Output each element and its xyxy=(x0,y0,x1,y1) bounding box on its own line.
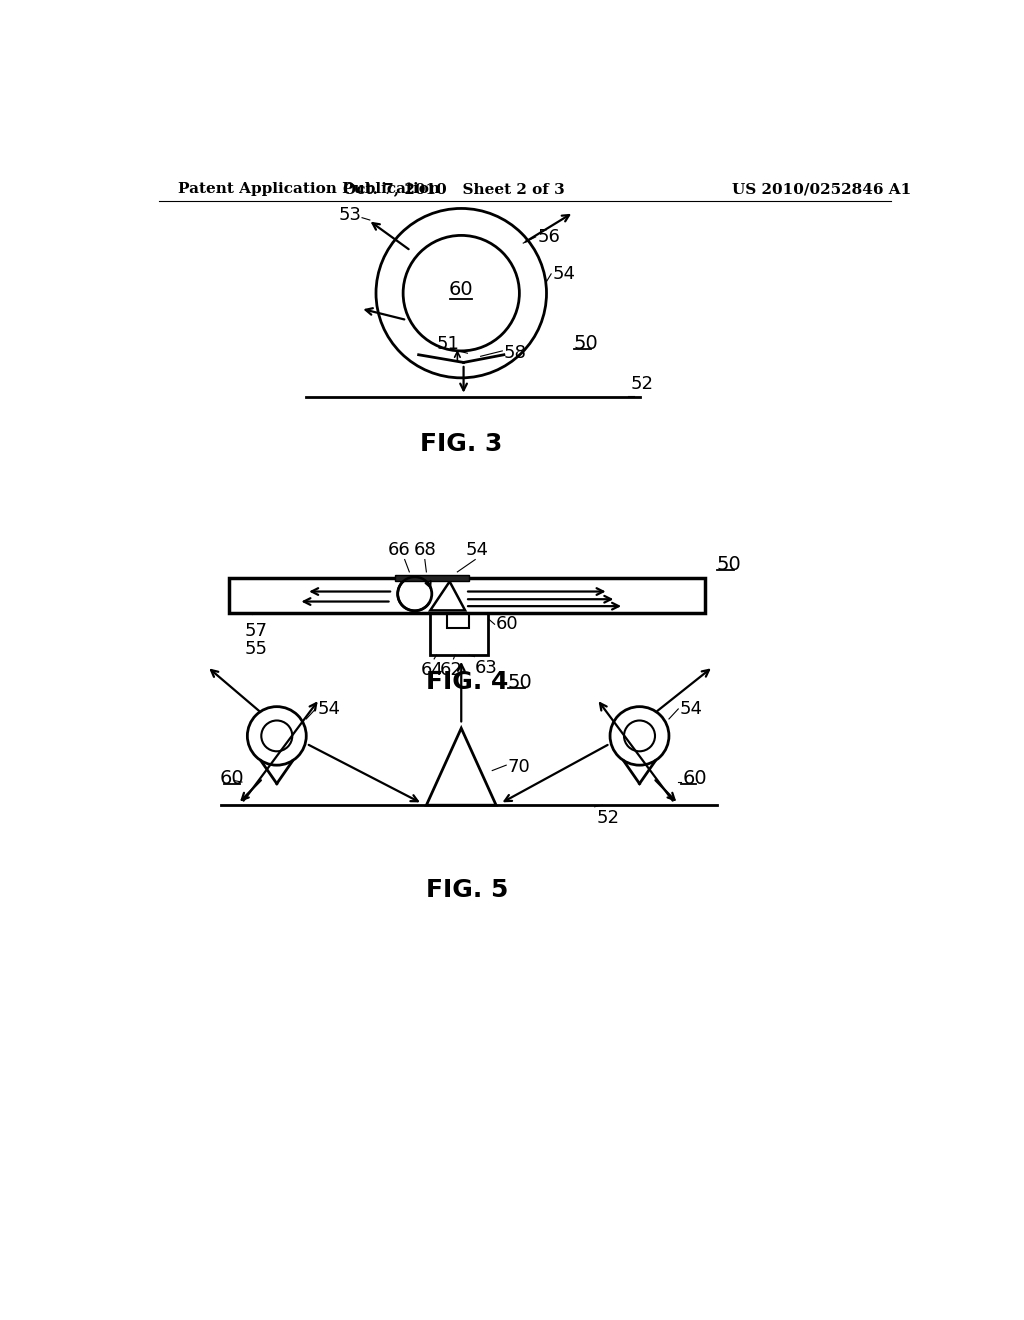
Text: 54: 54 xyxy=(465,541,488,558)
Text: 68: 68 xyxy=(414,541,436,558)
Text: US 2010/0252846 A1: US 2010/0252846 A1 xyxy=(732,182,911,197)
Text: 64: 64 xyxy=(421,661,443,680)
Text: 60: 60 xyxy=(449,280,473,298)
Text: 52: 52 xyxy=(630,375,653,393)
Text: 58: 58 xyxy=(504,345,526,362)
Text: 60: 60 xyxy=(496,615,519,634)
Text: 60: 60 xyxy=(219,768,244,788)
Text: Oct. 7, 2010   Sheet 2 of 3: Oct. 7, 2010 Sheet 2 of 3 xyxy=(343,182,564,197)
Bar xyxy=(430,612,488,655)
Text: 62: 62 xyxy=(439,661,463,680)
Text: 63: 63 xyxy=(474,659,498,677)
Text: FIG. 4: FIG. 4 xyxy=(426,671,508,694)
Text: 57: 57 xyxy=(245,622,267,640)
Text: 50: 50 xyxy=(573,334,598,352)
Text: 55: 55 xyxy=(245,640,267,657)
Text: 70: 70 xyxy=(508,758,530,776)
Text: 50: 50 xyxy=(508,672,532,692)
Text: FIG. 3: FIG. 3 xyxy=(420,432,503,455)
Text: 54: 54 xyxy=(680,700,702,718)
Bar xyxy=(395,576,469,581)
Text: 51: 51 xyxy=(437,335,460,354)
Text: 54: 54 xyxy=(553,265,575,282)
Bar xyxy=(447,612,469,628)
Text: 60: 60 xyxy=(682,768,707,788)
Text: FIG. 5: FIG. 5 xyxy=(426,878,508,903)
Text: 53: 53 xyxy=(339,206,362,224)
Text: 54: 54 xyxy=(317,700,340,718)
Text: Patent Application Publication: Patent Application Publication xyxy=(178,182,440,197)
Text: 52: 52 xyxy=(597,809,620,828)
Bar xyxy=(228,578,706,612)
Text: 56: 56 xyxy=(538,228,560,246)
Text: 66: 66 xyxy=(388,541,411,558)
Text: 50: 50 xyxy=(717,554,741,574)
